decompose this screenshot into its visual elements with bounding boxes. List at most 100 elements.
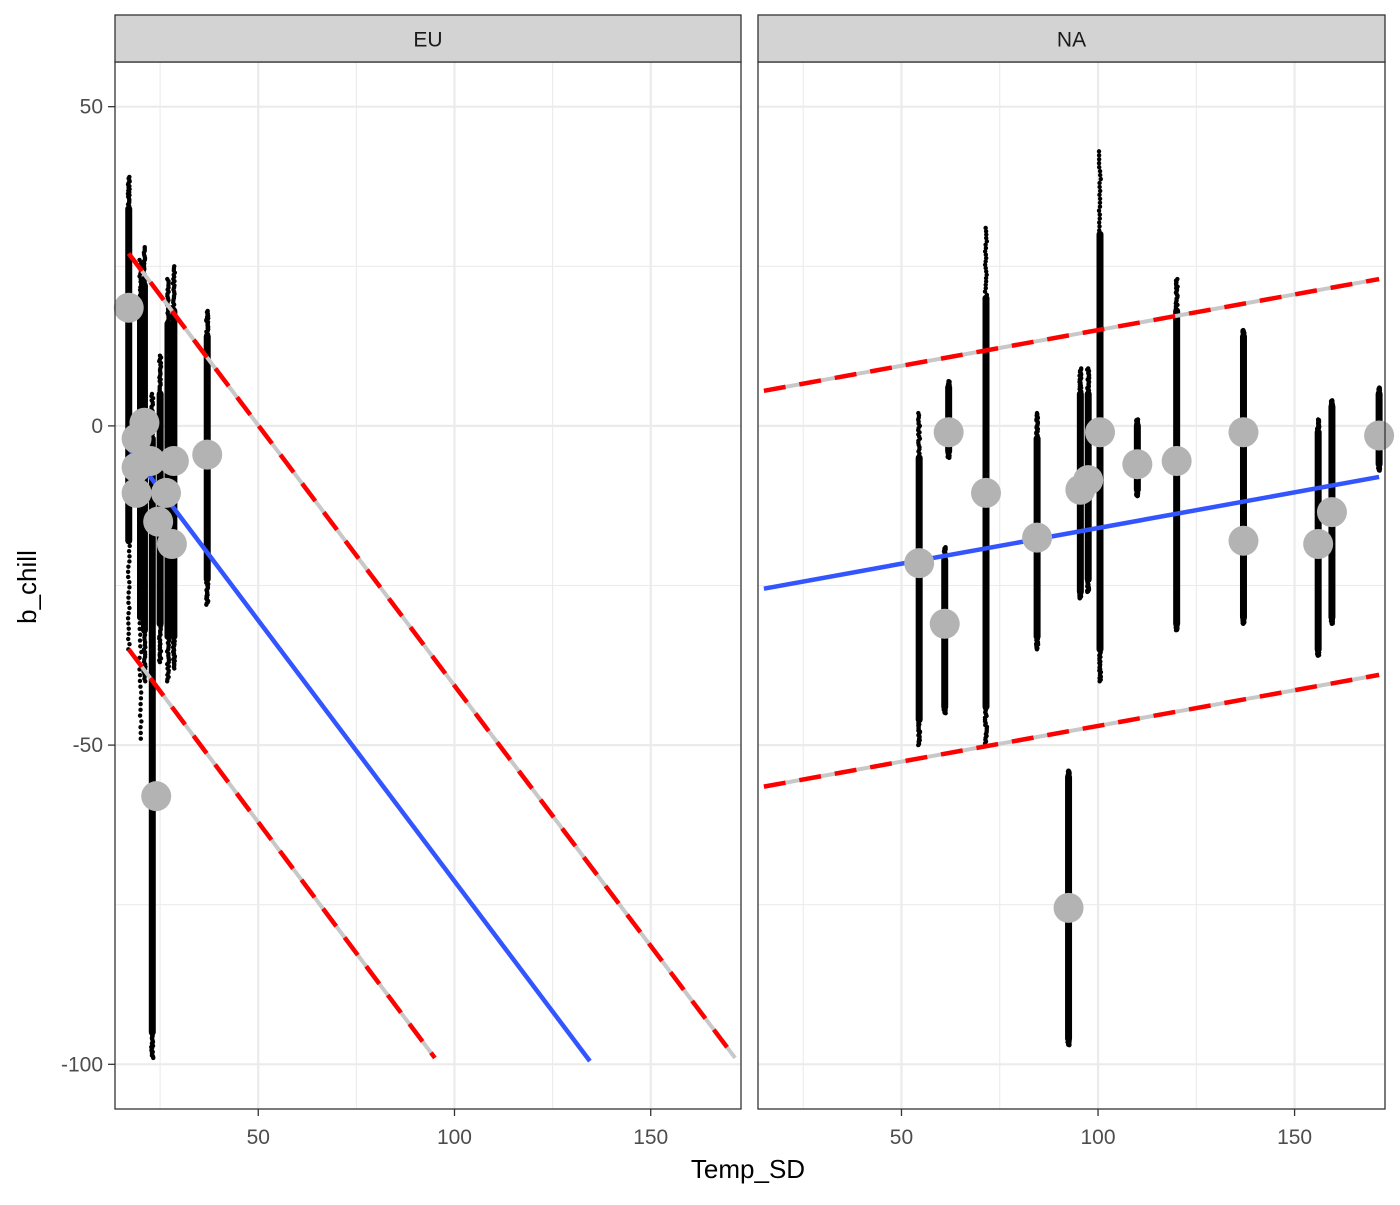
posterior-draw-point xyxy=(138,707,143,713)
mean-point xyxy=(1122,449,1153,480)
posterior-draw-point xyxy=(1097,224,1102,229)
posterior-draw-point xyxy=(982,249,988,254)
posterior-draw-point xyxy=(1377,468,1382,473)
posterior-draw-point xyxy=(1085,589,1090,595)
posterior-draw-point xyxy=(137,626,142,632)
posterior-draw-point xyxy=(126,548,132,554)
posterior-draw-point xyxy=(1329,621,1335,627)
mean-point xyxy=(1053,892,1084,923)
facet-strip-label: NA xyxy=(1057,29,1086,52)
mean-point xyxy=(143,506,174,537)
posterior-draw-point xyxy=(983,259,988,264)
posterior-draw-point xyxy=(1097,212,1102,217)
posterior-draws-column xyxy=(915,410,923,748)
mean-point xyxy=(971,477,1001,508)
posterior-draw-point xyxy=(943,710,948,716)
posterior-draw-point xyxy=(916,410,921,416)
upper-interval-line xyxy=(763,276,1380,393)
posterior-draw-point xyxy=(1097,188,1103,194)
posterior-draw-point xyxy=(126,538,131,544)
upper-interval-line xyxy=(126,252,737,1060)
posterior-draw-point xyxy=(125,616,131,621)
posterior-draw-point xyxy=(137,638,143,643)
x-tick-label: 100 xyxy=(437,1126,472,1149)
posterior-draw-point xyxy=(1377,385,1382,390)
posterior-draw-point xyxy=(1077,596,1083,601)
posterior-draw-point xyxy=(126,564,131,569)
posterior-draw-point xyxy=(1097,228,1102,233)
posterior-draw-point xyxy=(983,252,989,257)
posterior-draw-point xyxy=(1096,153,1102,158)
posterior-draw-point xyxy=(1135,493,1140,499)
posterior-draw-point xyxy=(1085,366,1091,371)
posterior-draw-point xyxy=(125,636,131,642)
panels-layer: EU NA xyxy=(113,14,1395,1110)
posterior-draw-point xyxy=(1096,208,1102,213)
posterior-draw-point xyxy=(139,690,144,695)
panel-eu: EU xyxy=(113,14,742,1110)
posterior-draw-point xyxy=(126,610,131,616)
posterior-draw-point xyxy=(151,1055,156,1061)
posterior-draw-point xyxy=(1097,164,1102,170)
posterior-draw-point xyxy=(126,590,131,595)
mean-point xyxy=(1161,446,1192,477)
posterior-draw-point xyxy=(946,379,951,384)
posterior-draw-point xyxy=(125,569,131,575)
posterior-draw-point xyxy=(983,282,988,288)
posterior-draw-point xyxy=(127,174,132,180)
posterior-draw-point xyxy=(126,631,131,637)
mean-point xyxy=(933,417,964,448)
posterior-draw-point xyxy=(164,679,170,684)
posterior-draw-point xyxy=(126,621,131,626)
posterior-draw-point xyxy=(983,225,988,231)
posterior-draw-point xyxy=(1241,327,1246,333)
posterior-draw-point xyxy=(916,742,921,748)
y-axis-title: b_chill xyxy=(12,550,42,624)
posterior-draw-point xyxy=(1329,398,1335,403)
posterior-draw-point xyxy=(1240,621,1246,627)
posterior-draw-point xyxy=(149,391,155,397)
posterior-draw-point xyxy=(1096,149,1102,154)
posterior-draw-point xyxy=(137,678,143,684)
posterior-draw-point xyxy=(137,257,142,263)
posterior-draw-point xyxy=(126,600,131,606)
y-tick-label: -100 xyxy=(61,1053,103,1076)
mean-point xyxy=(1364,420,1395,451)
posterior-draw-point xyxy=(204,602,209,607)
posterior-draw-point xyxy=(127,585,132,590)
posterior-draw-point xyxy=(1097,232,1103,237)
posterior-draw-point xyxy=(983,229,989,234)
posterior-draw-point xyxy=(984,235,989,241)
mean-point xyxy=(135,446,166,477)
posterior-draw-point xyxy=(983,265,988,271)
posterior-draw-point xyxy=(1096,157,1102,162)
posterior-draw-point xyxy=(983,269,989,274)
mean-point xyxy=(192,439,223,470)
posterior-draw-point xyxy=(1097,196,1103,202)
posterior-draw-point xyxy=(157,659,163,665)
fit-line xyxy=(126,446,592,1063)
posterior-draw-point xyxy=(982,289,988,294)
posterior-draw-point xyxy=(138,724,143,730)
facet-strip xyxy=(757,14,1386,63)
posterior-draw-point xyxy=(983,275,989,281)
y-tick-label: 0 xyxy=(91,415,103,438)
posterior-draw-point xyxy=(984,292,990,298)
facet-strip xyxy=(114,14,742,63)
posterior-draw-point xyxy=(1097,204,1103,209)
posterior-draw-point xyxy=(127,641,132,647)
posterior-draw-point xyxy=(127,554,132,559)
mean-point xyxy=(1228,417,1259,448)
posterior-draw-point xyxy=(1034,410,1040,416)
posterior-draw-point xyxy=(1175,276,1180,282)
posterior-draw-point xyxy=(1097,200,1103,205)
posterior-draw-point xyxy=(983,296,989,301)
panel-na: NA xyxy=(757,14,1395,1110)
posterior-draw-point xyxy=(127,559,132,564)
posterior-draw-point xyxy=(1097,180,1102,186)
posterior-draw-point xyxy=(137,713,143,718)
posterior-draw-point xyxy=(983,279,989,284)
posterior-draw-point xyxy=(137,672,143,678)
